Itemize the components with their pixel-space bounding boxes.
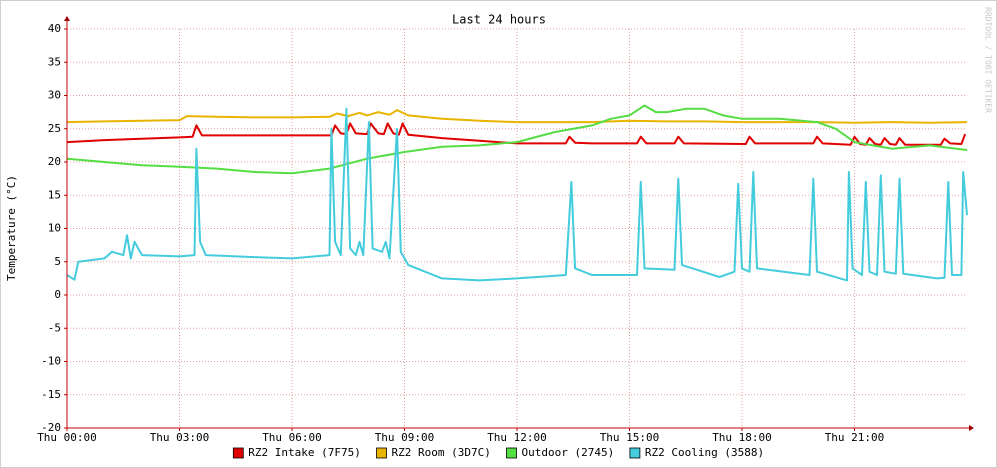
legend-swatch (232, 447, 244, 459)
series-line (66, 122, 967, 146)
x-tick-label: Thu 15:00 (600, 431, 660, 444)
legend-swatch (629, 447, 641, 459)
series-line (66, 107, 968, 282)
legend-label: RZ2 Intake (7F75) (248, 446, 361, 459)
y-tick-label: 0 (54, 288, 61, 301)
chart-title: Last 24 hours (452, 13, 546, 27)
y-tick-label: -20 (41, 421, 61, 434)
y-tick-label: 20 (48, 155, 61, 168)
y-tick-label: -10 (41, 355, 61, 368)
legend-label: Outdoor (2745) (522, 446, 615, 459)
legend-label: RZ2 Cooling (3588) (645, 446, 764, 459)
x-tick-label: Thu 12:00 (487, 431, 547, 444)
legend-swatch (376, 447, 387, 459)
x-tick-label: Thu 18:00 (712, 431, 772, 444)
watermark: RRDTOOL / TOBI OETIKER (984, 7, 993, 113)
x-tick-label: Thu 09:00 (375, 431, 435, 444)
legend-swatch (506, 447, 517, 459)
series-line (66, 104, 968, 175)
x-tick-label: Thu 21:00 (825, 431, 885, 444)
y-tick-label: -5 (48, 321, 61, 334)
y-axis-label: Temperature (°C) (5, 175, 18, 281)
series-line (66, 109, 968, 124)
y-tick-label: 30 (48, 89, 61, 102)
y-tick-label: -15 (41, 388, 61, 401)
y-tick-label: 25 (48, 122, 61, 135)
x-axis-arrow (969, 425, 974, 431)
y-tick-label: 40 (48, 22, 61, 35)
y-tick-label: 5 (54, 255, 61, 268)
y-axis-arrow (64, 16, 70, 21)
x-tick-label: Thu 00:00 (37, 431, 97, 444)
x-tick-label: Thu 06:00 (262, 431, 322, 444)
x-tick-label: Thu 03:00 (150, 431, 210, 444)
y-tick-label: 10 (48, 222, 61, 235)
legend-label: RZ2 Room (3D7C) (392, 446, 491, 459)
y-tick-label: 35 (48, 55, 61, 68)
y-tick-label: 15 (48, 188, 61, 201)
